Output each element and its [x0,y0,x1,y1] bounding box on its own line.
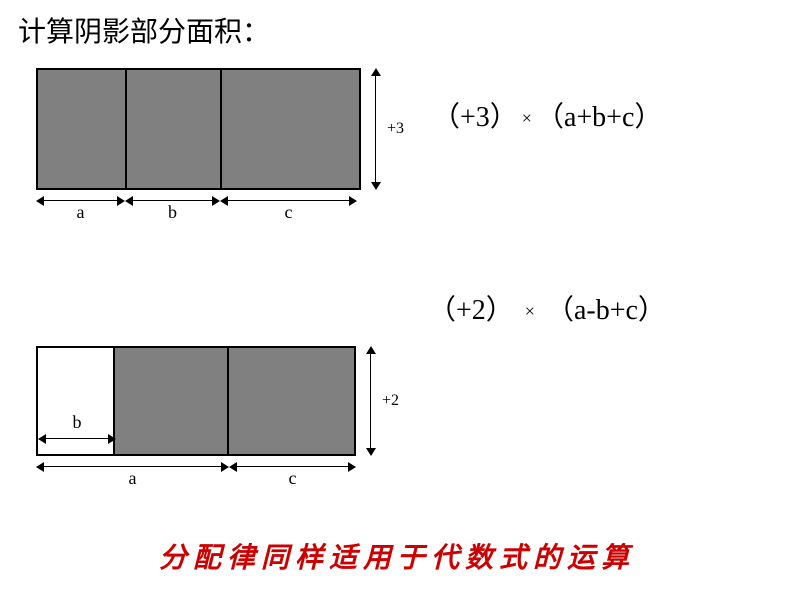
diagram-1-seg-b [127,70,222,188]
diagram-1-arrow-a: a [36,194,125,214]
diagram-1-label-c: c [220,202,357,223]
diagram-2-seg-c [229,348,354,454]
formula-2-op: × [521,301,539,321]
formula-2-left: （+2） [428,295,514,326]
formula-1-left: （+3） [432,102,518,133]
diagram-1-label-a: a [36,202,125,223]
diagram-2-label-a: a [36,468,229,489]
diagram-2-height-label: +2 [382,392,399,410]
diagram-1-seg-a [38,70,127,188]
diagram-1-rect [36,68,361,190]
formula-2-right: （a-b+c） [546,295,666,326]
diagram-2-arrow-c: c [229,460,356,480]
diagram-1-arrow-b: b [125,194,220,214]
page-title: 计算阴影部分面积： [18,10,270,50]
diagram-1-label-b: b [125,202,220,223]
diagram-1-arrow-c: c [220,194,357,214]
diagram-2-arrow-b: b [38,432,116,452]
diagram-1-height-label: +3 [387,120,404,138]
diagram-1-height-arrow: +3 [369,68,389,190]
formula-1-op: × [518,108,536,128]
formula-1: （+3）×（a+b+c） [432,95,662,135]
diagram-2-height-arrow: +2 [364,346,384,456]
formula-1-right: （a+b+c） [536,102,662,133]
diagram-1-width-labels: a b c [36,194,361,214]
diagram-2: b a c +2 [36,346,356,480]
diagram-2-width-labels: a c [36,460,356,480]
diagram-1-seg-c [222,70,359,188]
formula-2: （+2） × （a-b+c） [428,288,666,328]
footer-statement: 分配律同样适用于代数式的运算 [0,536,794,576]
diagram-2-label-b: b [38,412,116,433]
diagram-2-label-c: c [229,468,356,489]
diagram-2-seg-a-rest [115,348,229,454]
diagram-2-arrow-a: a [36,460,229,480]
diagram-1: a b c +3 [36,68,361,214]
